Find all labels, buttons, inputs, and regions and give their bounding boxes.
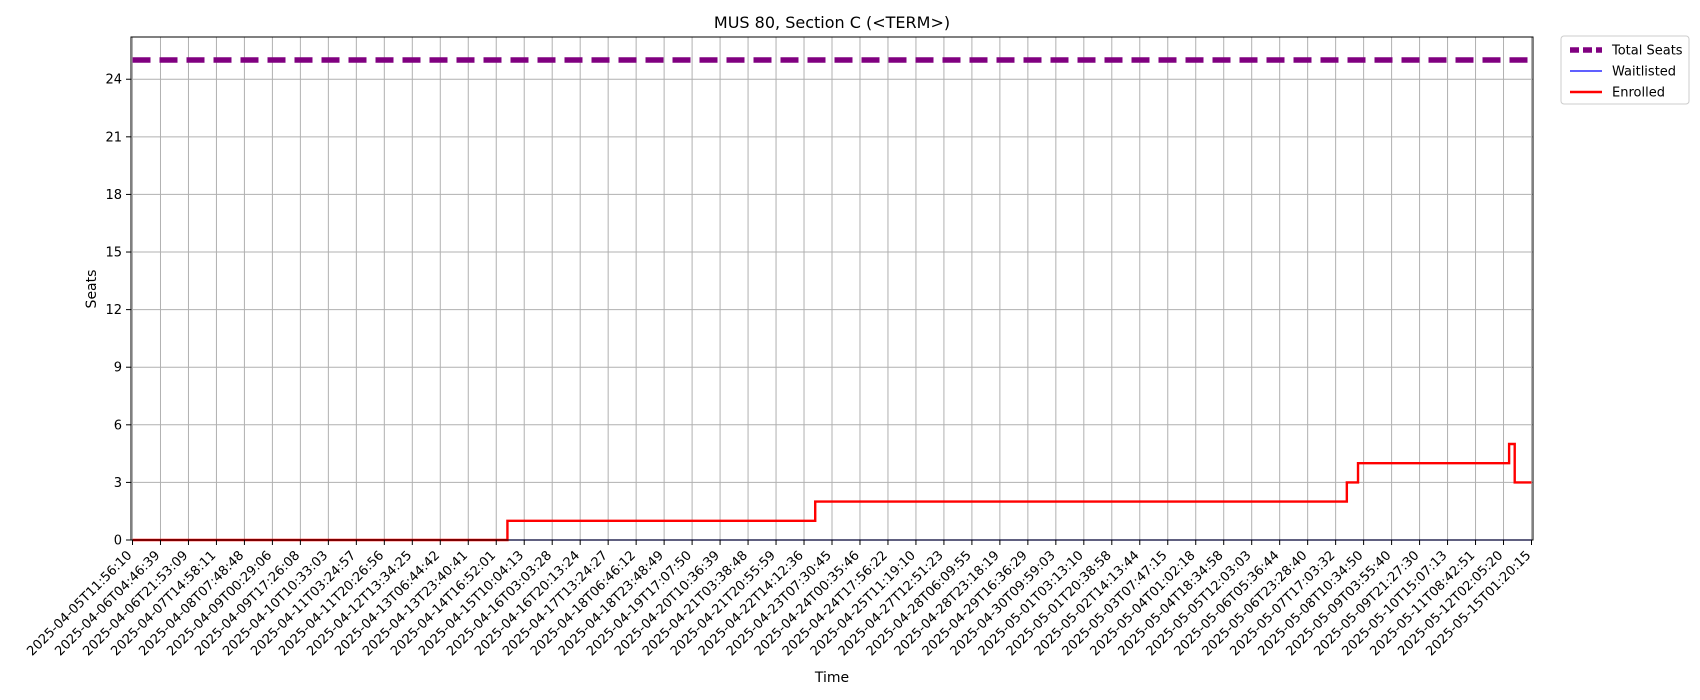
y-tick-label: 6	[114, 418, 122, 433]
legend-label: Total Seats	[1611, 44, 1683, 59]
y-tick-label: 12	[105, 303, 122, 318]
x-axis-ticks: 2025-04-05T11:56:102025-04-06T04:46:3920…	[24, 540, 1534, 659]
legend-box	[1560, 35, 1690, 105]
y-tick-label: 24	[105, 73, 122, 88]
grid-lines	[131, 37, 1533, 541]
y-axis-ticks: 0 3 6 9 12 15 18 21 24	[105, 73, 131, 549]
y-tick-label: 18	[105, 188, 122, 203]
y-tick-label: 3	[114, 476, 122, 491]
y-tick-label: 15	[105, 246, 122, 261]
y-tick-label: 21	[105, 130, 122, 145]
y-tick-label: 0	[114, 534, 122, 549]
y-axis-title: Seats	[84, 270, 100, 309]
legend-label: Enrolled	[1612, 86, 1665, 101]
legend: Total Seats Waitlisted Enrolled	[1560, 35, 1690, 105]
x-axis-title: Time	[814, 670, 849, 686]
legend-label: Waitlisted	[1612, 65, 1676, 80]
enrolled-line	[132, 442, 1532, 542]
y-tick-label: 9	[114, 361, 122, 376]
chart-title: MUS 80, Section C (<TERM>)	[714, 13, 950, 32]
